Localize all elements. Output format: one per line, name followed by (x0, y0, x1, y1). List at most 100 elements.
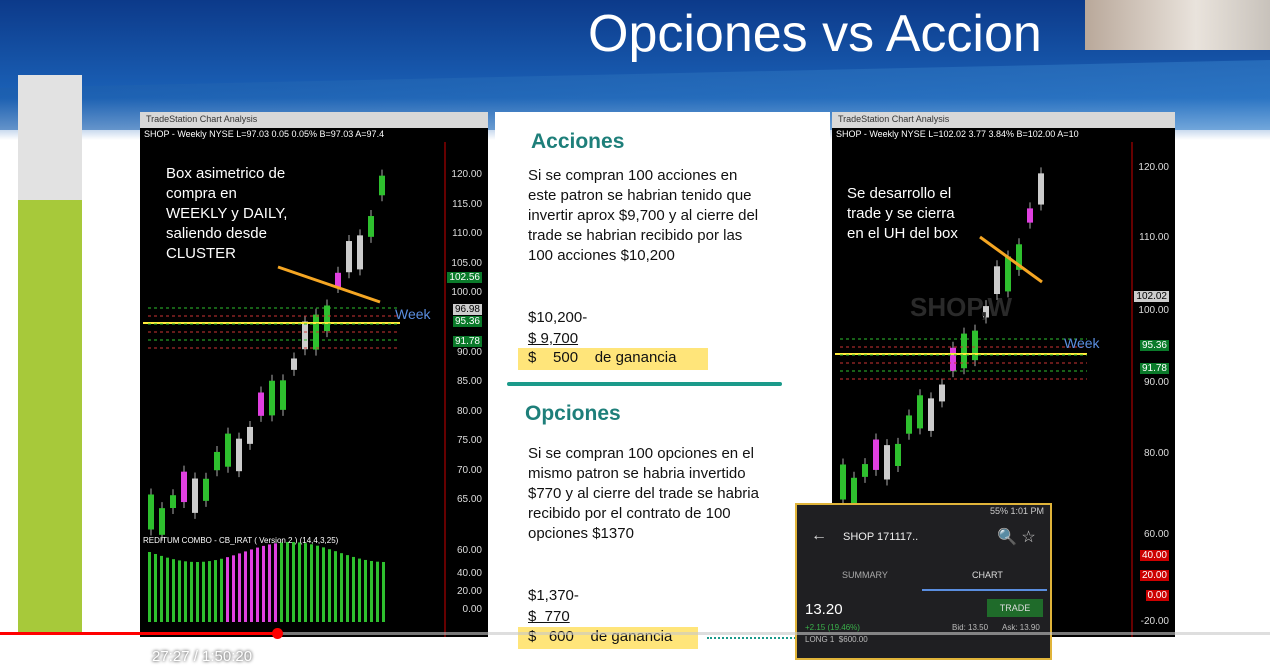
indicator-bar (304, 543, 307, 622)
result-label: de ganancia (590, 628, 673, 645)
candle (236, 438, 242, 472)
price-label: 70.00 (456, 465, 482, 476)
trade-button[interactable]: TRADE (987, 599, 1043, 617)
time-display: 27:27 / 1:50:20 (152, 648, 253, 665)
indicator-bar (238, 553, 241, 622)
icons[interactable]: 🔍 ☆ (997, 529, 1036, 546)
indicator-label: 20.00 (456, 586, 482, 597)
indicator-bar (268, 544, 271, 622)
candle (928, 398, 934, 431)
price-label: 85.00 (456, 376, 482, 387)
candle (950, 347, 956, 372)
window-title: TradeStation Chart Analysis (140, 112, 488, 128)
annotation-line: en el UH del box (847, 225, 958, 242)
candle (258, 392, 264, 416)
price-label: 120.00 (451, 169, 482, 180)
price-plot (835, 142, 1133, 637)
calc-line: $ 770 (528, 608, 570, 625)
indicator-bar (358, 558, 361, 622)
candle (192, 478, 198, 513)
annotation-line: Se desarrollo el (847, 185, 952, 202)
chart-header: SHOP - Weekly NYSE L=97.03 0.05 0.05% B=… (144, 129, 385, 139)
indicator-label: 40.00 (456, 568, 482, 579)
indicator-bar (232, 555, 235, 622)
amount: $ 600 (528, 628, 574, 645)
window-title: TradeStation Chart Analysis (832, 112, 1175, 128)
candle (346, 241, 352, 273)
indicator-bar (250, 549, 253, 622)
indicator-bar (196, 561, 199, 622)
indicator-bar (148, 552, 151, 622)
paragraph: Si se compran 100 opciones en el mismo p… (528, 445, 759, 542)
week-label: Week (395, 306, 431, 322)
candle (873, 439, 879, 470)
calc-line: $ 9,700 (528, 330, 579, 347)
heading: Opciones (525, 402, 621, 425)
indicator-bar (316, 545, 319, 622)
result: $ 600 de ganancia (518, 627, 698, 649)
price-label: 105.00 (451, 258, 482, 269)
side-bar (18, 200, 82, 635)
candle (302, 321, 308, 350)
candle (1038, 173, 1044, 205)
indicator-bar (346, 555, 349, 622)
price-label: 102.02 (1134, 291, 1169, 302)
paragraph: Si se compran 100 acciones en este patro… (528, 167, 759, 264)
tab[interactable]: SUMMARY (842, 570, 888, 580)
status-bar: 55% 1:01 PM (989, 506, 1044, 516)
candle (225, 433, 231, 467)
price-label: 115.00 (452, 199, 482, 210)
indicator-bar (322, 547, 325, 622)
progress-bar[interactable] (0, 632, 278, 635)
back-icon[interactable]: ← (811, 527, 827, 544)
annotation-line: compra en (166, 185, 237, 202)
annotation-line: Box asimetrico de (166, 165, 286, 182)
result: $ 500 de ganancia (518, 348, 708, 370)
price-label: 95.36 (1139, 340, 1169, 351)
arrow (707, 637, 807, 639)
candle (840, 464, 846, 500)
price-label: 91.78 (1139, 363, 1169, 374)
indicator-bar (178, 560, 181, 622)
indicator-bar (202, 561, 205, 622)
progress-track[interactable] (0, 632, 1270, 635)
amount: $ 500 (528, 349, 579, 366)
annotation: Se desarrollo el trade y se cierra en el U… (847, 184, 958, 244)
watermark: SHOP,W (910, 292, 1013, 322)
price-label: 120.00 (1138, 162, 1169, 173)
candle (1005, 256, 1011, 292)
indicator-bar (262, 545, 265, 622)
scrubber[interactable] (272, 628, 283, 639)
tab[interactable]: CHART (972, 570, 1003, 580)
webcam (1085, 0, 1270, 50)
candle (181, 471, 187, 503)
candle (972, 330, 978, 361)
indicator-bar (370, 560, 373, 622)
candle (148, 494, 154, 530)
indicator-bar (334, 551, 337, 622)
left-chart: TradeStation Chart Analysis SHOP - Weekl… (140, 112, 488, 637)
result-label: de ganancia (594, 349, 677, 366)
candle (939, 384, 945, 402)
price-label: 100.00 (451, 287, 482, 298)
price-label: 75.00 (456, 435, 482, 446)
candle (214, 451, 220, 471)
candle (862, 464, 868, 477)
candle (994, 266, 1000, 295)
price: 13.20 (805, 601, 843, 618)
position: LONG 1 $600.00 (805, 635, 868, 644)
bid: Bid: 13.50 (952, 623, 989, 632)
indicator-bar (220, 558, 223, 622)
price-label: 91.78 (452, 336, 482, 347)
candle (247, 426, 253, 444)
annotation-line: WEEKLY y DAILY, (166, 205, 288, 222)
indicator-bar (328, 549, 331, 622)
candle (324, 305, 330, 332)
indicator-bar (160, 555, 163, 622)
candle (280, 380, 286, 410)
indicator-bar (244, 551, 247, 622)
indicator-bar (286, 542, 289, 622)
price-label: 90.00 (1143, 377, 1169, 388)
indicator-bar (376, 561, 379, 622)
text-panel: Acciones Si se compran 100 acciones en e… (495, 112, 830, 649)
